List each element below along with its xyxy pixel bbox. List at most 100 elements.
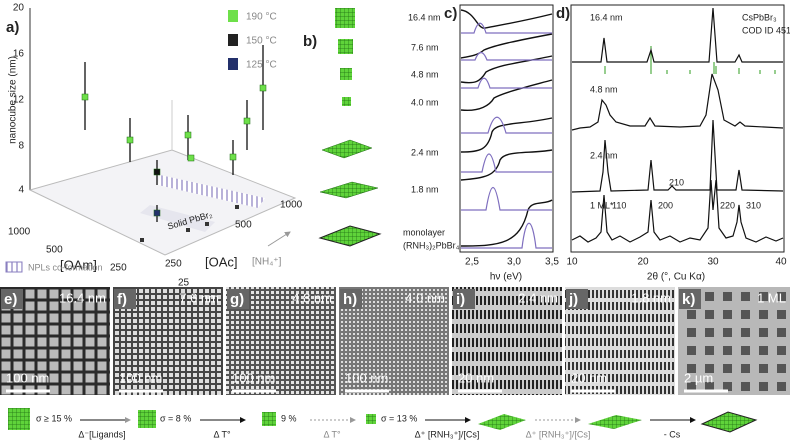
peak-label: 220 <box>720 200 735 210</box>
size-label: 1.8 nm <box>631 290 671 305</box>
tem-row: e) 16.4 nm 100 nm f) 7.6 nm 100 nm g) 4.8 nm 100… <box>0 287 790 395</box>
legend-label: 125 °C <box>246 60 277 71</box>
axis-title: [OAc] <box>205 254 238 269</box>
label-bg <box>679 289 701 309</box>
points <box>81 84 267 217</box>
x-tick-label: 3,5 <box>545 257 559 268</box>
legend-label: NPLs co-formation <box>28 262 103 272</box>
size-label: 1 ML <box>757 290 786 305</box>
tick-label: 500 <box>235 220 252 231</box>
x-tick-label: 40 <box>775 257 787 268</box>
reference-id: COD ID 4510745 <box>742 25 790 35</box>
panel-label: d) <box>556 5 570 22</box>
legend-label: 190 °C <box>246 12 277 23</box>
size-label: 7.6 nm <box>179 290 219 305</box>
panel-label: h) <box>343 291 357 308</box>
label-bg <box>1 289 23 309</box>
legend-swatch <box>228 34 238 46</box>
trace-label: 4.8 nm <box>590 84 618 94</box>
arrow-label: Δ⁺ [RNH₃⁺]/[Cs] <box>526 429 591 439</box>
size-label: 1.8 nm <box>411 184 439 194</box>
label-bg <box>114 289 136 309</box>
arrow-label: Δ T° <box>213 429 231 439</box>
cube-icon <box>138 410 156 428</box>
x-tick-label: 2,5 <box>465 257 479 268</box>
peak-label: 210 <box>669 177 684 187</box>
xrd-traces <box>571 7 784 243</box>
arrow-label: Δ⁺ [RNH₃⁺]/[Cs] <box>415 429 480 439</box>
peak-label: 200 <box>658 200 673 210</box>
y-tick-label: 20 <box>13 3 25 14</box>
cube-icon <box>338 39 353 54</box>
size-label: 4.0 nm <box>405 290 445 305</box>
scale-label: 100 nm <box>232 370 275 385</box>
cube-icon <box>262 412 276 426</box>
scale-label: 100 nm <box>345 370 388 385</box>
y-axis-title: nanocube size (nm) <box>8 56 19 144</box>
label-bg <box>453 289 475 309</box>
y-tick-label: 8 <box>18 141 24 152</box>
axis-title: [OAm] <box>60 257 97 272</box>
legend-swatch <box>5 261 23 273</box>
platelet-icon <box>478 414 526 430</box>
panel-label: j) <box>568 291 578 308</box>
arrow-label: Δ⁻[Ligands] <box>78 429 125 439</box>
size-label: 16.4 nm <box>59 290 106 305</box>
label-bg <box>227 289 249 309</box>
cube-icon <box>342 97 351 106</box>
size-label: 7.6 nm <box>411 42 439 52</box>
platelet-icon <box>588 415 642 429</box>
label-bg <box>340 289 362 309</box>
step-label: σ ≥ 15 % <box>36 413 72 423</box>
panel-a: a) nanocube size (nm) 20 16 12 8 4 Solid… <box>5 3 303 289</box>
size-label: (RNH₃)₂PbBr₄ <box>403 240 460 250</box>
x-axis-title: hν (eV) <box>490 272 522 283</box>
size-label: 2.4 nm <box>518 290 558 305</box>
panel-b: b) 16.4 nm 7.6 nm 4.8 nm 4.0 nm 2.4 nm 1… <box>303 8 460 250</box>
peak-label: 310 <box>746 200 761 210</box>
tick-label: 1000 <box>8 227 31 238</box>
trace-label: 1 ML* <box>590 200 614 210</box>
tick-label: 1000 <box>280 200 303 211</box>
x-tick-label: 20 <box>637 257 649 268</box>
panel-label: b) <box>303 33 317 50</box>
trace-label: 16.4 nm <box>590 12 623 22</box>
monolayer-icon <box>318 225 382 247</box>
peak-label: 110 <box>612 200 626 210</box>
size-label: 4.8 nm <box>292 290 332 305</box>
panel-label: k) <box>682 291 695 308</box>
scale-label: 20 nm <box>571 370 607 385</box>
scale-label: 2 µm <box>684 370 713 385</box>
platelet-icon <box>319 181 379 199</box>
panel-label: f) <box>117 291 127 308</box>
cube-icon <box>335 8 355 28</box>
monolayer-icon <box>700 411 758 433</box>
panel-d: d) 16.4 nm 4.8 nm 2.4 nm 1 ML* CsPbBr₃ C… <box>556 4 790 283</box>
x-tick-label: 10 <box>566 257 578 268</box>
plot-frame <box>459 4 554 253</box>
x-tick-label: 30 <box>707 257 719 268</box>
reference-sticks <box>604 46 776 74</box>
tick-label: 250 <box>110 263 127 274</box>
pl-curves <box>461 22 552 249</box>
legend-label: 150 °C <box>246 36 277 47</box>
panel-label: c) <box>444 5 457 22</box>
legend-swatch <box>228 58 238 70</box>
size-label: 16.4 nm <box>408 12 441 22</box>
scale-label: 20 nm <box>458 370 494 385</box>
panel-label: i) <box>456 291 465 308</box>
scheme: σ ≥ 15 % Δ⁻[Ligands] σ = 8 % Δ T° 9 % Δ … <box>8 408 758 439</box>
npl-region <box>158 175 265 208</box>
step-label: σ = 8 % <box>160 413 191 423</box>
size-label: monolayer <box>403 227 445 237</box>
tick-label: 500 <box>46 245 63 256</box>
step-label: 9 % <box>281 413 297 423</box>
plot-frame <box>570 4 785 253</box>
panel-c: c) 2,5 3,0 3,5 hν (eV) <box>444 4 559 283</box>
arrow <box>267 231 291 247</box>
panel-label: g) <box>230 291 244 308</box>
label-bg <box>566 289 588 309</box>
cube-icon <box>366 414 376 424</box>
y-tick-label: 12 <box>13 95 25 106</box>
